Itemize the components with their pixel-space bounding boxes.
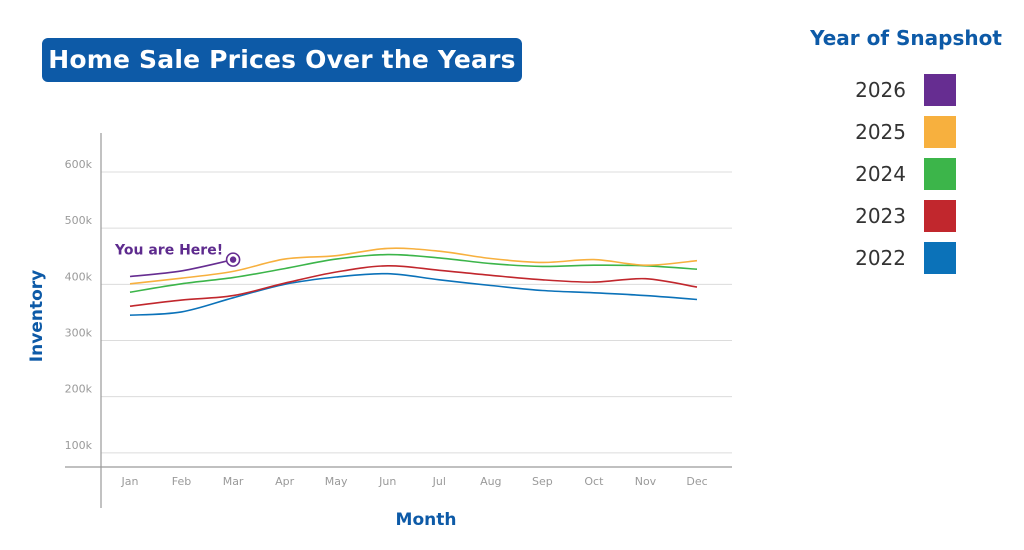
- x-tick-label: Mar: [223, 475, 244, 488]
- you-are-here-label: You are Here!: [114, 243, 223, 259]
- y-tick-label: 200k: [65, 383, 93, 396]
- axes: [65, 133, 732, 508]
- legend-item-2024: 2024: [840, 158, 960, 190]
- x-tick-label: Oct: [584, 475, 604, 488]
- x-tick-label: Jun: [378, 475, 396, 488]
- legend-label: 2023: [855, 204, 906, 228]
- y-axis-title: Inventory: [27, 270, 47, 362]
- legend-label: 2026: [855, 78, 906, 102]
- y-tick-label: 600k: [65, 158, 93, 171]
- legend-item-2022: 2022: [840, 242, 960, 274]
- y-tick-label: 100k: [65, 439, 93, 452]
- series-line-2024: [129, 253, 698, 293]
- x-tick-label: Aug: [480, 475, 501, 488]
- series-line-2023: [129, 264, 698, 307]
- legend-swatch: [924, 242, 956, 274]
- grid-lines: [101, 171, 732, 454]
- x-tick-label: Feb: [172, 475, 191, 488]
- x-tick-label: May: [325, 475, 348, 488]
- series-lines: [129, 247, 698, 316]
- legend-item-2023: 2023: [840, 200, 960, 232]
- legend-label: 2024: [855, 162, 906, 186]
- y-tick-label: 400k: [65, 270, 93, 283]
- chart-title: Home Sale Prices Over the Years: [42, 38, 522, 82]
- legend-item-2026: 2026: [840, 74, 960, 106]
- series-line-2026: [129, 258, 234, 278]
- x-tick-label: Jan: [121, 475, 139, 488]
- legend-label: 2022: [855, 246, 906, 270]
- y-tick-label: 500k: [65, 214, 93, 227]
- you-are-here-marker-dot: [229, 256, 237, 263]
- x-tick-label: Jul: [432, 475, 446, 488]
- legend-label: 2025: [855, 120, 906, 144]
- legend-swatch: [924, 200, 956, 232]
- legend-swatch: [924, 116, 956, 148]
- y-tick-labels: 100k 200k 300k 400k 500k 600k: [65, 158, 93, 452]
- x-axis-title: Month: [396, 510, 457, 530]
- x-tick-labels: Jan Feb Mar Apr May Jun Jul Aug Sep Oct Nov Dec: [121, 475, 708, 488]
- series-line-2025: [129, 247, 698, 285]
- x-tick-label: Sep: [532, 475, 553, 488]
- legend-item-2025: 2025: [840, 116, 960, 148]
- legend-title: Year of Snapshot: [810, 26, 1002, 50]
- legend-swatch: [924, 158, 956, 190]
- x-tick-label: Nov: [635, 475, 657, 488]
- series-line-2022: [129, 272, 698, 316]
- legend-swatch: [924, 74, 956, 106]
- annotation: You are Here!: [114, 243, 241, 267]
- y-tick-label: 300k: [65, 327, 93, 340]
- x-tick-label: Dec: [686, 475, 707, 488]
- x-tick-label: Apr: [275, 475, 295, 488]
